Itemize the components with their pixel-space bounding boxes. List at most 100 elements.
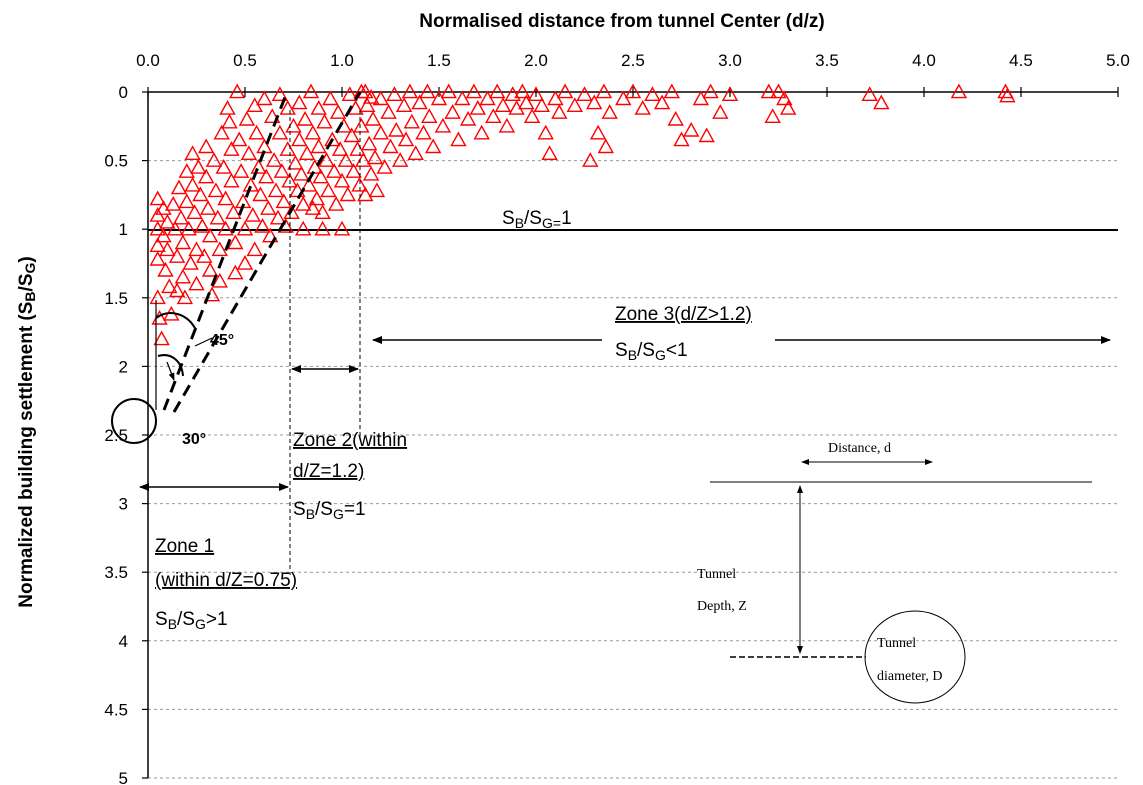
data-point-215 xyxy=(873,94,890,110)
data-point-182 xyxy=(537,124,554,140)
zone-boundary-45-line xyxy=(162,91,289,411)
data-point-35 xyxy=(194,218,211,233)
data-point-166 xyxy=(459,110,477,126)
data-point-28 xyxy=(184,145,201,161)
data-point-200 xyxy=(663,83,680,99)
data-point-63 xyxy=(236,220,254,236)
data-point-126 xyxy=(341,86,358,102)
zone1-relation: SB/SG>1 xyxy=(155,609,228,632)
data-point-150 xyxy=(395,97,413,113)
data-point-142 xyxy=(372,90,389,106)
data-point-94 xyxy=(287,154,304,170)
data-point-74 xyxy=(254,218,271,233)
data-point-11 xyxy=(159,213,176,229)
data-point-41 xyxy=(201,261,219,277)
data-point-205 xyxy=(698,127,715,143)
data-point-115 xyxy=(322,90,339,106)
data-point-61 xyxy=(232,163,250,178)
data-point-193 xyxy=(597,138,614,154)
y-tick-label-2: 1 xyxy=(119,220,128,239)
data-point-108 xyxy=(310,100,327,115)
data-point-52 xyxy=(219,100,236,115)
data-point-107 xyxy=(308,190,325,206)
data-point-33 xyxy=(190,159,207,174)
data-point-25 xyxy=(178,193,195,209)
x-tick-label-9: 4.5 xyxy=(1009,51,1033,70)
data-point-177 xyxy=(514,83,531,99)
data-point-75 xyxy=(256,90,273,106)
data-point-153 xyxy=(403,113,420,129)
data-point-13 xyxy=(161,278,178,294)
data-point-194 xyxy=(601,104,618,119)
y-tick-label-8: 4 xyxy=(119,632,128,651)
data-point-38 xyxy=(198,168,215,184)
data-point-116 xyxy=(324,131,341,147)
data-point-141 xyxy=(368,182,386,198)
angle-30-label: 30° xyxy=(182,431,206,448)
angle-45-label: 45° xyxy=(210,332,234,349)
data-point-113 xyxy=(318,152,335,167)
y-tick-label-10: 5 xyxy=(119,769,128,785)
data-point-95 xyxy=(289,182,306,198)
data-point-161 xyxy=(434,117,452,133)
data-point-111 xyxy=(314,204,331,220)
data-point-57 xyxy=(227,234,244,250)
data-point-92 xyxy=(283,204,300,220)
data-point-103 xyxy=(300,176,318,192)
data-point-154 xyxy=(407,145,424,161)
data-point-26 xyxy=(180,220,197,236)
data-point-147 xyxy=(386,86,403,102)
data-point-210 xyxy=(764,108,781,124)
axes xyxy=(142,87,1119,779)
y-tick-label-6: 3 xyxy=(119,495,128,514)
data-point-56 xyxy=(225,204,242,220)
data-point-156 xyxy=(415,124,432,140)
zone3-relation: SB/SG<1 xyxy=(615,340,688,363)
data-point-48 xyxy=(213,124,230,140)
y-tick-label-1: 0.5 xyxy=(104,152,128,171)
data-point-119 xyxy=(329,104,347,119)
data-point-180 xyxy=(527,86,545,102)
inset-diameter-label-line2: diameter, D xyxy=(877,669,943,684)
data-point-21 xyxy=(174,234,192,250)
data-point-22 xyxy=(174,268,192,284)
data-point-4 xyxy=(149,250,166,266)
data-point-37 xyxy=(198,138,215,154)
y-tick-label-4: 2 xyxy=(119,357,128,376)
data-point-219 xyxy=(357,83,374,99)
data-point-65 xyxy=(238,110,256,126)
data-point-104 xyxy=(302,83,320,99)
data-point-54 xyxy=(223,141,240,156)
data-point-164 xyxy=(450,131,467,147)
data-point-31 xyxy=(188,241,205,257)
data-point-171 xyxy=(485,108,502,124)
data-point-216 xyxy=(950,83,968,99)
zone2-title: Zone 2(within xyxy=(293,430,407,451)
data-point-197 xyxy=(634,100,651,115)
x-tick-label-5: 2.5 xyxy=(621,51,645,70)
data-point-36 xyxy=(196,248,213,263)
data-point-148 xyxy=(388,121,405,137)
data-point-218 xyxy=(999,87,1016,103)
y-tick-labels: 00.511.522.533.544.55 xyxy=(104,83,128,785)
data-point-81 xyxy=(265,152,283,167)
data-point-85 xyxy=(271,124,289,140)
zone-boundary-30-line xyxy=(172,91,362,413)
angle-30-pointer xyxy=(166,361,175,381)
data-point-24 xyxy=(178,163,195,178)
data-point-178 xyxy=(518,94,535,110)
data-point-60 xyxy=(231,131,248,147)
inset-diameter-label-line1: Tunnel xyxy=(877,636,916,651)
data-point-87 xyxy=(275,193,292,209)
data-point-16 xyxy=(167,220,184,236)
data-point-18 xyxy=(168,282,186,298)
data-point-212 xyxy=(776,90,793,106)
data-point-82 xyxy=(267,182,285,198)
data-point-97 xyxy=(291,131,308,147)
data-point-140 xyxy=(366,149,384,165)
data-point-209 xyxy=(760,83,777,99)
data-point-207 xyxy=(712,104,729,119)
x-tick-labels: 0.0 0.5 1.0 1.5 2.0 2.5 3.0 3.5 4.0 4.5 5.0 xyxy=(136,51,1130,70)
data-point-50 xyxy=(217,190,234,206)
